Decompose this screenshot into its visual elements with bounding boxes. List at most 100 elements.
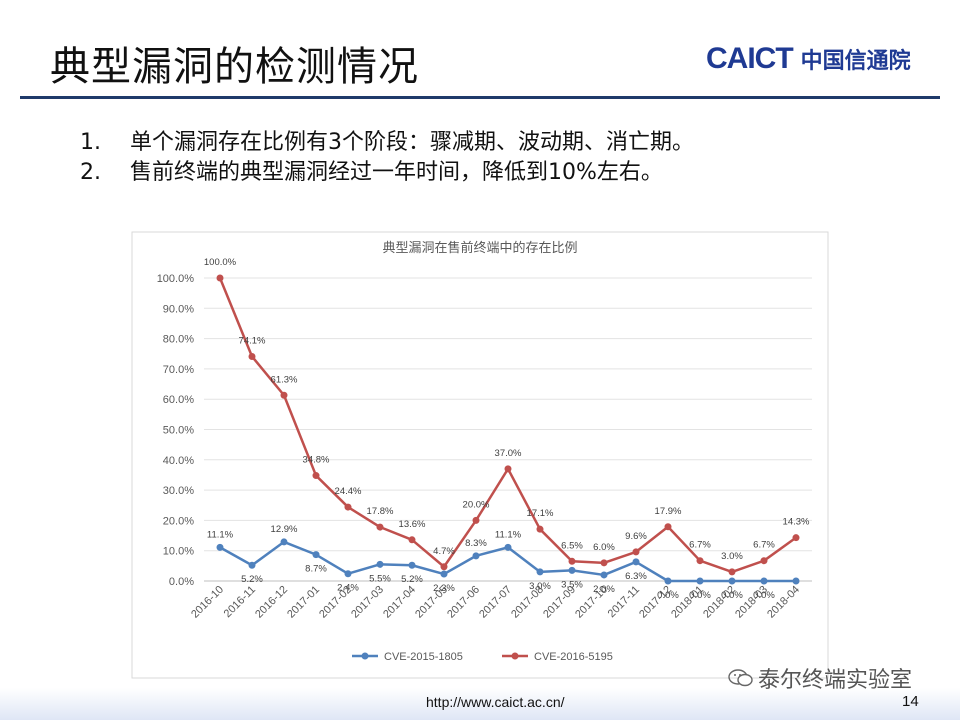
data-label: 17.1% [527,508,554,519]
data-point [536,568,544,576]
point-text: 售前终端的典型漏洞经过一年时间，降低到10%左右。 [130,160,663,185]
data-label: 2.4% [337,583,359,594]
data-point [248,561,256,569]
data-point [696,557,704,565]
chart-frame [131,231,829,679]
data-point [312,551,320,559]
data-point [568,557,576,565]
key-points: 1. 单个漏洞存在比例有3个阶段：骤减期、波动期、消亡期。 2. 售前终端的典型… [80,128,694,188]
data-label: 6.7% [689,540,711,551]
title-divider [20,96,940,99]
footer-url: http://www.caict.ac.cn/ [426,694,565,710]
data-label: 17.8% [367,506,394,517]
data-label: 2.0% [593,584,615,595]
data-label: 11.1% [495,529,522,540]
data-point [344,570,352,578]
point-text: 单个漏洞存在比例有3个阶段：骤减期、波动期、消亡期。 [130,130,694,155]
data-label: 14.3% [783,517,810,528]
data-label: 6.3% [625,571,647,582]
data-label: 5.2% [401,574,423,585]
data-label: 17.9% [655,506,682,517]
y-tick-label: 10.0% [163,546,194,558]
legend-marker [361,652,369,660]
y-tick-label: 40.0% [163,455,194,467]
data-label: 6.0% [593,542,615,553]
y-tick-label: 20.0% [163,515,194,527]
data-point [792,534,800,542]
data-point [344,503,352,511]
data-point [376,523,384,531]
data-point [216,274,224,282]
data-point [408,536,416,544]
data-label: 34.8% [303,455,330,466]
data-point [504,543,512,551]
data-point [280,391,288,399]
logo-text-en: CAICT [706,42,794,75]
data-label: 6.7% [753,540,775,551]
data-point [632,558,640,566]
y-tick-label: 0.0% [169,576,194,588]
data-point [728,568,736,576]
footer-band [0,688,960,720]
data-point [440,563,448,571]
data-label: 3.0% [529,581,551,592]
data-label: 5.5% [369,573,391,584]
data-label: 5.2% [241,574,263,585]
data-point [632,548,640,556]
data-point [728,577,736,585]
data-label: 0.0% [753,590,775,601]
data-label: 3.0% [721,551,743,562]
data-point [664,577,672,585]
data-label: 13.6% [399,519,426,530]
caict-logo: CAICT 中国信通院 [706,42,911,76]
data-label: 37.0% [495,448,522,459]
data-label: 3.5% [561,579,583,590]
data-label: 8.3% [465,538,487,549]
data-point [472,552,480,560]
data-label: 100.0% [204,257,237,268]
chart-title: 典型漏洞在售前终端中的存在比例 [382,240,577,256]
data-point [504,465,512,473]
legend-marker [511,652,519,660]
wechat-icon [728,669,753,687]
data-label: 11.1% [207,529,234,540]
point-number: 2. [80,160,101,185]
data-point [600,571,608,579]
data-point [792,577,800,585]
data-label: 24.4% [335,486,362,497]
y-tick-label: 90.0% [163,303,194,315]
legend-label: CVE-2015-1805 [384,651,463,663]
watermark: 泰尔终端实验室 [728,662,912,694]
data-label: 12.9% [271,524,298,535]
data-label: 0.0% [689,590,711,601]
data-label: 61.3% [271,374,298,385]
data-label: 8.7% [305,564,327,575]
data-label: 6.5% [561,540,583,551]
watermark-text: 泰尔终端实验室 [758,668,913,693]
data-label: 9.6% [625,531,647,542]
y-tick-label: 70.0% [163,364,194,376]
data-point [568,566,576,574]
point-number: 1. [80,130,101,155]
data-point [536,525,544,533]
y-tick-label: 100.0% [157,273,195,285]
data-point [280,538,288,546]
data-label: 2.3% [433,583,455,594]
y-tick-label: 30.0% [163,485,194,497]
data-point [376,560,384,568]
data-point [600,559,608,567]
data-point [760,557,768,565]
point-item: 2. 售前终端的典型漏洞经过一年时间，降低到10%左右。 [80,158,694,188]
slide-title: 典型漏洞的检测情况 [50,44,419,90]
y-tick-label: 60.0% [163,394,194,406]
y-tick-label: 80.0% [163,334,194,346]
data-label: 0.0% [657,590,679,601]
point-item: 1. 单个漏洞存在比例有3个阶段：骤减期、波动期、消亡期。 [80,128,694,158]
data-point [408,561,416,569]
data-point [216,543,224,551]
page-number: 14 [902,693,919,710]
y-tick-label: 50.0% [163,425,194,437]
data-point [472,516,480,524]
data-point [664,523,672,531]
